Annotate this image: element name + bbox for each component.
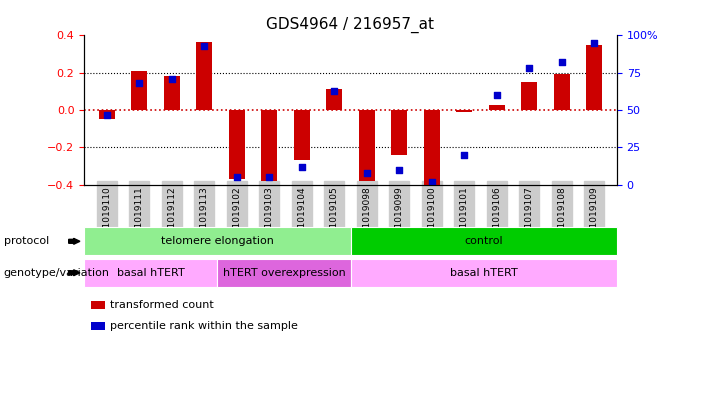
Bar [521,82,537,110]
Point [361,170,372,176]
Bar [391,110,407,155]
Bar [99,110,115,119]
Point [589,40,600,46]
Bar [456,110,472,112]
Point [198,43,210,49]
Text: genotype/variation: genotype/variation [4,268,109,278]
Bar [196,42,212,110]
Bar [359,110,375,181]
Text: basal hTERT: basal hTERT [117,268,184,278]
Text: hTERT overexpression: hTERT overexpression [222,268,346,278]
Point [264,174,275,180]
Text: basal hTERT: basal hTERT [450,268,517,278]
Bar [586,45,602,110]
Point [329,88,340,94]
Point [231,174,243,180]
Bar [261,110,278,181]
Title: GDS4964 / 216957_at: GDS4964 / 216957_at [266,17,435,33]
Point [556,59,567,65]
Text: control: control [464,236,503,246]
Text: telomere elongation: telomere elongation [161,236,274,246]
Point [134,80,145,86]
Bar [294,110,310,160]
Bar [554,73,570,110]
Bar [489,105,505,110]
Bar [326,88,342,110]
Bar [229,110,245,179]
Point [394,167,405,173]
Point [101,111,112,118]
Bar [423,110,440,187]
Text: protocol: protocol [4,236,49,246]
Bar [164,75,180,110]
Text: transformed count: transformed count [110,299,214,310]
Text: percentile rank within the sample: percentile rank within the sample [110,321,298,331]
Point [296,163,307,170]
Point [491,92,503,98]
Point [524,65,535,72]
Bar [131,71,147,110]
Point [166,75,177,82]
Point [426,178,437,185]
Point [458,152,470,158]
